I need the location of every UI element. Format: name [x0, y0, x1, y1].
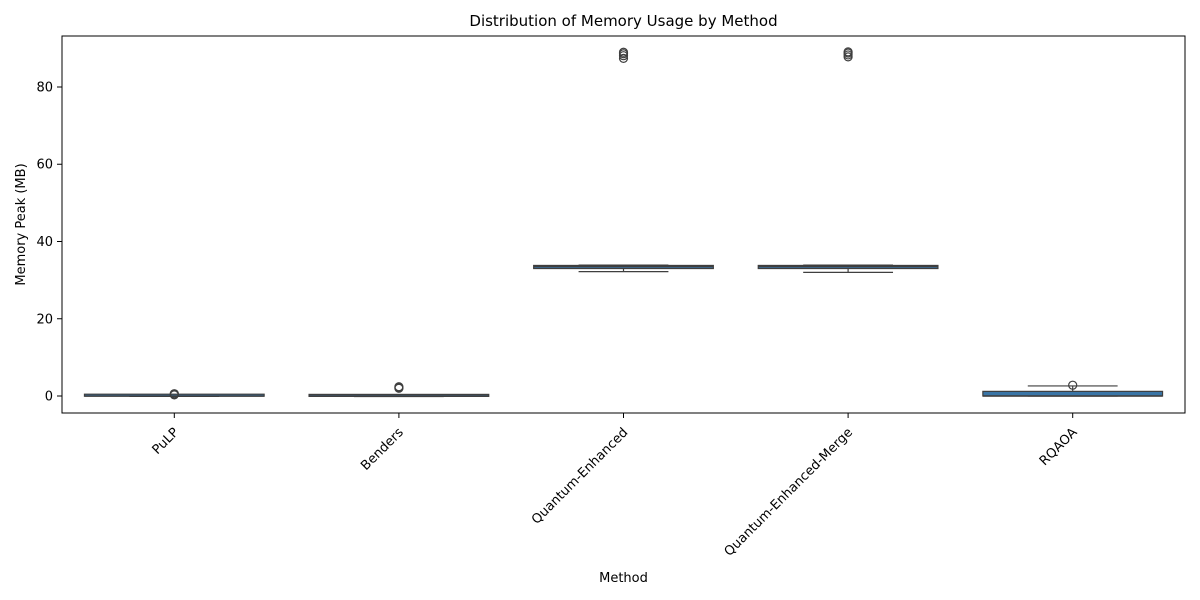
outlier-point — [618, 47, 629, 57]
chart-title: Distribution of Memory Usage by Method — [469, 12, 777, 30]
x-tick-label: Quantum-Enhanced-Merge — [722, 425, 856, 559]
x-tick-label: Benders — [358, 425, 407, 474]
y-axis: 0 20 40 60 80 — [36, 80, 62, 405]
plot-frame — [61, 35, 1186, 414]
plot-area — [83, 47, 1164, 400]
x-axis: PuLP Benders Quantum-Enhanced Quantum-Enhan… — [150, 413, 1081, 560]
y-tick-label: 60 — [36, 158, 53, 173]
outlier-point — [1068, 380, 1078, 390]
outlier-point — [618, 53, 629, 64]
x-tick-label: Quantum-Enhanced — [529, 425, 631, 527]
y-tick-label: 80 — [36, 80, 53, 95]
outlier-point — [169, 389, 179, 399]
outlier-point — [394, 382, 404, 392]
outlier-point — [843, 47, 853, 57]
x-axis-label: Method — [599, 571, 648, 586]
y-axis-label: Memory Peak (MB) — [14, 163, 29, 285]
y-tick-label: 0 — [45, 390, 53, 405]
x-tick-label: PuLP — [150, 425, 183, 458]
x-tick-label: RQAOA — [1037, 425, 1081, 469]
y-tick-label: 20 — [36, 312, 53, 327]
y-tick-label: 40 — [36, 235, 53, 250]
